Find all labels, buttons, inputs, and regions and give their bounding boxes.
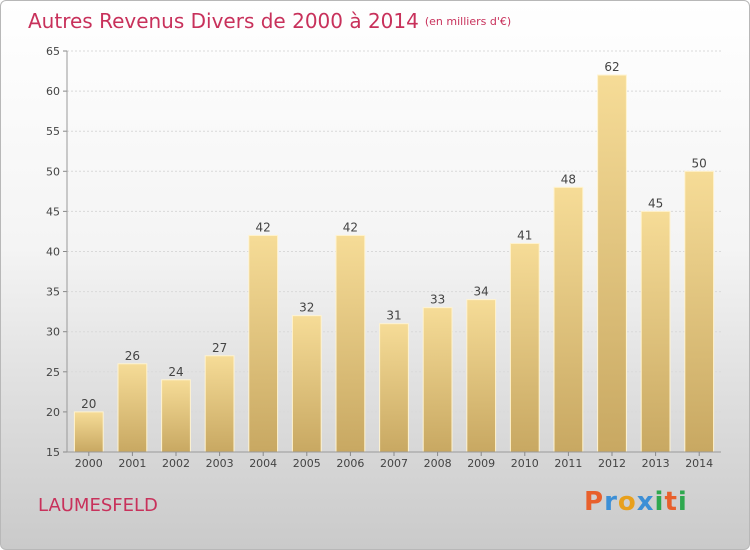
x-tick-label: 2011 <box>554 457 582 470</box>
data-label: 50 <box>692 156 707 170</box>
bar <box>335 234 366 453</box>
logo-letter: t <box>664 487 678 517</box>
data-label: 62 <box>604 60 619 74</box>
data-label: 45 <box>648 196 663 210</box>
bar <box>553 186 584 453</box>
data-label: 34 <box>474 285 489 299</box>
x-tick-label: 2008 <box>424 457 452 470</box>
x-tick-label: 2013 <box>642 457 670 470</box>
data-label: 27 <box>212 341 227 355</box>
chart-title-text: Autres Revenus Divers de 2000 à 2014 <box>28 9 419 33</box>
x-tick-label: 2003 <box>206 457 234 470</box>
x-tick-label: 2010 <box>511 457 539 470</box>
y-tick-label: 20 <box>46 406 60 419</box>
logo-letter: i <box>677 487 688 517</box>
bar <box>117 363 148 453</box>
logo-letter: x <box>636 487 655 517</box>
chart-subtitle: (en milliers d'€) <box>424 15 512 28</box>
bar <box>291 315 322 453</box>
y-tick-label: 55 <box>46 125 60 138</box>
data-label: 42 <box>343 220 358 234</box>
axes <box>63 50 721 456</box>
chart-title: Autres Revenus Divers de 2000 à 2014 (en … <box>28 9 511 33</box>
y-tick-label: 40 <box>46 246 60 259</box>
labels: 15 20 25 30 35 40 45 50 55 60 65 20 2000 26 2001 24 2002… <box>46 45 713 470</box>
y-tick-label: 60 <box>46 85 60 98</box>
y-tick-label: 25 <box>46 366 60 379</box>
bar <box>597 74 627 453</box>
data-label: 24 <box>168 365 183 379</box>
data-label: 32 <box>299 301 314 315</box>
bar <box>684 170 715 453</box>
bar <box>379 323 409 453</box>
x-tick-label: 2014 <box>685 457 713 470</box>
bar <box>640 210 671 453</box>
bar <box>204 355 235 453</box>
bar <box>466 299 497 453</box>
x-tick-label: 2001 <box>118 457 146 470</box>
bar <box>73 411 104 453</box>
x-tick-label: 2002 <box>162 457 190 470</box>
logo-letter: r <box>604 487 618 517</box>
logo-letter: P <box>584 487 605 517</box>
bars <box>73 74 715 453</box>
bar <box>509 242 540 453</box>
proxiti-logo: Proxiti <box>584 487 688 517</box>
logo-letter: i <box>654 487 665 517</box>
commune-name: LAUMESFELD <box>38 495 158 516</box>
y-tick-label: 30 <box>46 326 60 339</box>
bar <box>422 307 453 453</box>
x-tick-label: 2005 <box>293 457 321 470</box>
data-label: 42 <box>256 220 271 234</box>
x-tick-label: 2004 <box>249 457 277 470</box>
data-label: 31 <box>386 309 401 323</box>
x-tick-label: 2007 <box>380 457 408 470</box>
data-label: 26 <box>125 349 140 363</box>
data-label: 20 <box>81 397 96 411</box>
data-label: 33 <box>430 293 445 307</box>
x-tick-label: 2012 <box>598 457 626 470</box>
bar <box>248 234 279 453</box>
x-tick-label: 2006 <box>336 457 364 470</box>
x-tick-label: 2000 <box>75 457 103 470</box>
bar <box>161 379 191 453</box>
y-tick-label: 50 <box>46 165 60 178</box>
y-tick-label: 15 <box>46 446 60 459</box>
logo-letter: o <box>617 487 637 517</box>
y-tick-label: 45 <box>46 205 60 218</box>
data-label: 41 <box>517 228 532 242</box>
y-tick-label: 65 <box>46 45 60 58</box>
y-tick-label: 35 <box>46 286 60 299</box>
data-label: 48 <box>561 172 576 186</box>
x-tick-label: 2009 <box>467 457 495 470</box>
